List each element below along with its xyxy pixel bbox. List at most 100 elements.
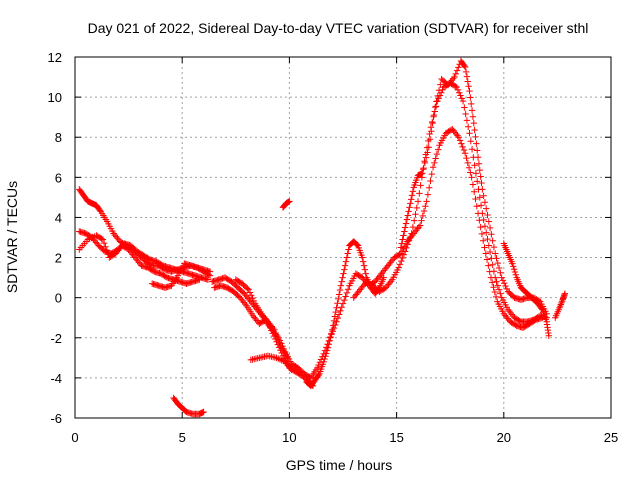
x-tick-label: 5 xyxy=(179,430,186,445)
data-point xyxy=(416,190,423,197)
data-point xyxy=(359,283,366,290)
series-track-j xyxy=(170,394,207,418)
data-point xyxy=(483,205,490,212)
data-point xyxy=(464,78,471,85)
data-point xyxy=(481,244,488,251)
data-point xyxy=(467,138,474,145)
data-point xyxy=(452,83,459,90)
data-point xyxy=(249,294,256,302)
data-point xyxy=(249,312,257,319)
data-point xyxy=(127,249,135,256)
data-point xyxy=(423,198,430,205)
y-tick-label: -4 xyxy=(50,371,62,386)
data-point xyxy=(415,223,423,231)
data-point xyxy=(332,308,339,316)
data-point xyxy=(334,314,342,322)
data-point xyxy=(200,408,207,416)
data-point xyxy=(335,291,343,298)
data-point xyxy=(382,284,390,291)
data-point xyxy=(343,289,351,297)
data-point xyxy=(336,286,344,294)
data-point xyxy=(476,194,483,201)
data-point xyxy=(337,307,344,315)
y-axis-label: SDTVAR / TECUs xyxy=(4,181,20,293)
data-point xyxy=(333,318,340,325)
data-point xyxy=(473,140,480,147)
data-point xyxy=(454,132,461,139)
data-point xyxy=(335,295,342,303)
data-point xyxy=(456,89,463,96)
data-point xyxy=(556,302,564,310)
data-point xyxy=(206,268,214,275)
data-point xyxy=(488,231,495,238)
data-point xyxy=(474,154,482,161)
y-tick-label: 4 xyxy=(55,210,62,225)
data-point xyxy=(479,210,486,217)
data-point xyxy=(317,356,325,363)
data-point xyxy=(538,305,545,312)
data-point xyxy=(471,162,478,169)
data-point xyxy=(284,354,291,362)
data-point xyxy=(125,246,132,253)
data-point xyxy=(459,97,467,105)
data-point xyxy=(462,63,469,71)
data-point xyxy=(477,223,484,231)
data-point xyxy=(103,247,110,254)
data-point xyxy=(435,87,443,94)
data-point xyxy=(359,258,367,265)
data-point xyxy=(383,263,390,271)
data-point xyxy=(259,312,267,319)
data-point xyxy=(360,281,368,289)
data-point xyxy=(264,318,272,325)
data-point xyxy=(508,311,516,318)
data-point xyxy=(509,260,516,267)
data-point xyxy=(455,134,462,141)
data-point xyxy=(429,119,436,127)
data-point xyxy=(316,359,324,366)
data-point xyxy=(453,67,461,74)
data-points xyxy=(76,57,569,418)
data-point xyxy=(405,237,413,244)
data-point xyxy=(416,222,424,229)
data-point xyxy=(411,228,419,236)
data-point xyxy=(377,272,384,279)
data-point xyxy=(507,309,514,317)
data-point xyxy=(383,282,391,290)
data-point xyxy=(378,270,385,277)
data-point xyxy=(460,146,468,154)
data-point xyxy=(485,218,492,225)
data-point xyxy=(400,251,408,258)
series-track-o xyxy=(500,240,553,339)
data-point xyxy=(380,267,388,274)
data-point xyxy=(329,328,336,335)
data-point xyxy=(267,321,274,329)
data-point xyxy=(469,181,477,188)
data-point xyxy=(345,246,352,253)
data-point xyxy=(387,259,394,266)
data-point xyxy=(431,103,439,111)
data-point xyxy=(451,73,458,81)
data-point xyxy=(135,259,143,266)
series-track-h xyxy=(247,352,295,374)
data-point xyxy=(360,262,368,269)
data-point xyxy=(504,315,511,322)
data-point xyxy=(414,198,422,205)
data-point xyxy=(499,277,507,284)
data-point xyxy=(483,229,490,236)
data-point xyxy=(386,260,393,268)
data-point xyxy=(465,164,473,171)
data-point xyxy=(501,312,509,319)
data-point xyxy=(425,144,432,151)
data-point xyxy=(281,358,289,366)
series-track-p xyxy=(552,290,569,321)
data-point xyxy=(501,280,508,287)
data-point xyxy=(403,216,411,223)
data-point xyxy=(271,326,278,333)
data-point xyxy=(422,154,430,161)
data-point xyxy=(471,126,478,134)
data-point xyxy=(420,164,427,172)
data-point xyxy=(458,140,465,147)
data-point xyxy=(353,291,360,298)
data-point xyxy=(461,62,468,70)
data-point xyxy=(497,269,504,276)
